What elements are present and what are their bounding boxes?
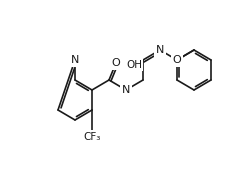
Text: O: O xyxy=(112,58,120,68)
Text: CF₃: CF₃ xyxy=(83,132,101,142)
Text: N: N xyxy=(156,45,164,55)
Text: N: N xyxy=(71,55,79,65)
Text: N: N xyxy=(122,85,130,95)
Text: O: O xyxy=(173,55,181,65)
Text: OH: OH xyxy=(126,60,142,70)
